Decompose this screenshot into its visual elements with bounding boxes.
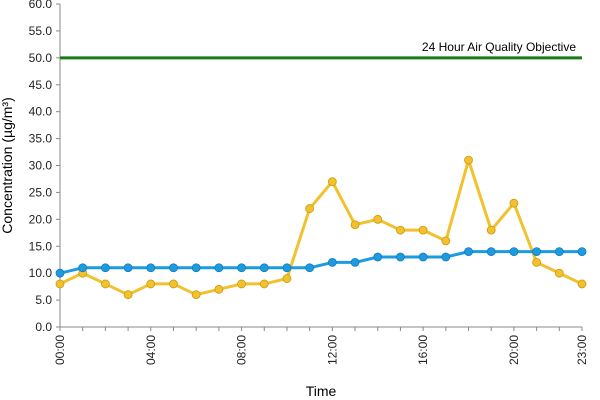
series-2-point <box>191 263 201 273</box>
series-2-point <box>237 263 246 273</box>
series-2-point <box>418 252 428 262</box>
y-axis-title: Concentration (µg/m³) <box>0 97 15 233</box>
series-2-point <box>282 263 292 273</box>
series-2-point <box>350 257 360 267</box>
series-1-point <box>100 279 110 289</box>
x-tick-label: 00:00 <box>53 335 67 365</box>
series-1-point <box>169 279 178 289</box>
series-1-point <box>577 279 587 289</box>
y-tick-label: 30.0 <box>29 159 53 173</box>
y-axis-ticks: 0.0 5.0 10.0 15.0 20.0 25.0 30.0 35.0 40.0 45.0 50… <box>29 0 60 334</box>
series-1-point <box>396 225 405 235</box>
series-1-line <box>59 158 583 297</box>
y-tick-label: 15.0 <box>29 239 53 253</box>
series-2-point <box>577 247 587 257</box>
y-tick-label: 20.0 <box>29 212 53 226</box>
series-2-point <box>554 247 564 257</box>
series-2-line <box>59 250 582 275</box>
x-tick-label: 23:00 <box>575 335 589 365</box>
series-1-point <box>464 155 473 165</box>
y-tick-label: 35.0 <box>29 132 53 146</box>
y-tick-label: 60.0 <box>29 0 53 11</box>
series-2-point <box>146 263 156 273</box>
series-1-point <box>350 220 360 230</box>
series-2-point <box>396 252 405 262</box>
series-1-point <box>214 284 224 294</box>
series-1-point <box>418 225 428 235</box>
series-1-point <box>282 274 292 283</box>
y-tick-label: 45.0 <box>29 78 53 92</box>
series-1-point <box>554 268 564 278</box>
series-2-point <box>55 268 65 278</box>
y-tick-label: 55.0 <box>29 24 53 38</box>
series-2-point <box>169 263 178 273</box>
series-1-point <box>123 290 133 300</box>
series-2-point <box>327 257 337 267</box>
series-2-point <box>486 247 496 257</box>
series-1-point <box>441 236 451 246</box>
series-2-point <box>532 247 542 257</box>
series-2-point <box>214 263 224 273</box>
series-1-point <box>305 204 315 213</box>
y-tick-label: 0.0 <box>35 320 52 334</box>
y-tick-label: 25.0 <box>29 185 53 199</box>
x-tick-label: 16:00 <box>416 335 430 365</box>
x-axis-ticks: 00:00 04:00 08:00 12:00 16:00 20:00 23:00 <box>53 327 589 365</box>
series-2-point <box>441 252 451 262</box>
series-1-point <box>486 225 496 235</box>
series-1-point <box>191 290 201 300</box>
x-tick-label: 12:00 <box>325 335 339 365</box>
series-1-point <box>327 177 337 187</box>
series-1-point <box>146 279 156 289</box>
objective-label: 24 Hour Air Quality Objective <box>422 40 576 54</box>
y-tick-label: 5.0 <box>35 293 52 307</box>
y-tick-label: 50.0 <box>29 51 53 65</box>
series-1-point <box>509 198 519 208</box>
y-tick-label: 10.0 <box>29 266 53 280</box>
series-2-point <box>100 263 110 273</box>
series-layer <box>55 155 587 300</box>
x-tick-label: 04:00 <box>144 335 158 365</box>
series-1-point <box>55 279 65 289</box>
series-2-point <box>373 252 383 262</box>
series-2-point <box>464 247 473 257</box>
series-2-point <box>305 263 315 273</box>
series-1-point <box>373 214 383 224</box>
x-tick-label: 08:00 <box>235 335 249 365</box>
series-2-point <box>78 263 88 273</box>
series-1-point <box>259 279 269 289</box>
x-axis-title: Time <box>306 383 337 399</box>
series-2-point <box>259 263 269 273</box>
series-1-point <box>237 279 246 289</box>
series-1-point <box>532 257 542 267</box>
series-2-point <box>509 247 519 257</box>
y-tick-label: 40.0 <box>29 105 53 119</box>
x-tick-label: 20:00 <box>507 335 521 365</box>
series-2-point <box>123 263 133 273</box>
